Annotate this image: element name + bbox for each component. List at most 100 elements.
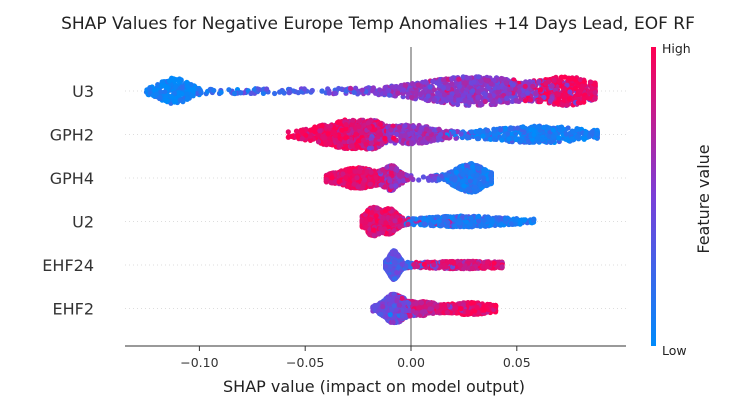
shap-point	[496, 84, 502, 90]
shap-point	[177, 97, 183, 103]
shap-point	[455, 185, 461, 191]
shap-point	[488, 170, 494, 177]
shap-point	[218, 89, 224, 95]
shap-point	[226, 87, 232, 93]
shap-point	[396, 172, 402, 178]
shap-point	[426, 177, 432, 183]
shap-point	[163, 93, 169, 99]
shap-point	[478, 78, 484, 84]
shap-point	[556, 78, 563, 84]
shap-point	[482, 92, 488, 98]
shap-point	[323, 176, 329, 182]
shap-point	[454, 89, 460, 95]
shap-point	[347, 168, 353, 174]
shap-point	[327, 136, 333, 142]
shap-point	[327, 123, 333, 129]
shap-point	[475, 129, 481, 135]
shap-point	[147, 85, 153, 91]
shap-point	[456, 76, 462, 82]
shap-point	[184, 96, 190, 102]
shap-point	[581, 96, 588, 102]
shap-point	[437, 131, 444, 138]
shap-point	[431, 97, 437, 103]
shap-point	[581, 136, 587, 142]
shap-point	[518, 137, 524, 144]
shap-point	[547, 98, 554, 104]
shap-point	[319, 88, 325, 94]
shap-point	[522, 83, 528, 89]
shap-point	[561, 86, 568, 92]
shap-point	[466, 186, 472, 192]
shap-point	[513, 136, 519, 143]
shap-point	[256, 86, 262, 92]
shap-point	[363, 141, 369, 148]
shap-point	[471, 79, 477, 85]
shap-point	[356, 123, 362, 129]
shap-point	[404, 172, 410, 178]
shap-point	[474, 136, 481, 142]
shap-point	[554, 100, 560, 106]
shap-point	[420, 174, 426, 180]
shap-point	[575, 100, 582, 106]
shap-point	[453, 169, 459, 175]
shap-point	[172, 84, 179, 90]
shap-point	[354, 143, 360, 149]
shap-point	[455, 97, 462, 103]
shap-point	[413, 89, 419, 95]
shap-point	[409, 81, 415, 87]
shap-point	[460, 74, 466, 80]
shap-point	[336, 119, 342, 125]
shap-point	[460, 93, 466, 99]
shap-point	[484, 77, 490, 84]
shap-point	[468, 169, 474, 175]
shap-point	[320, 135, 326, 141]
shap-point	[592, 90, 598, 96]
shap-point	[549, 83, 555, 89]
shap-point	[460, 178, 466, 184]
shap-point	[464, 134, 470, 140]
shap-point	[388, 127, 394, 133]
shap-point	[351, 181, 357, 187]
shap-point	[443, 135, 449, 141]
shap-point	[431, 176, 437, 182]
shap-point	[372, 90, 379, 96]
shap-point	[458, 131, 464, 137]
shap-point	[535, 124, 542, 130]
shap-point	[431, 87, 437, 93]
shap-point	[572, 77, 578, 83]
shap-point	[520, 92, 526, 99]
shap-point	[279, 88, 285, 94]
shap-point	[422, 79, 429, 85]
shap-point	[436, 177, 442, 183]
shap-point	[387, 178, 393, 184]
shap-point	[441, 92, 448, 98]
shap-point	[482, 98, 488, 105]
shap-point	[516, 89, 522, 95]
shap-point	[367, 181, 373, 187]
shap-point	[359, 87, 365, 93]
shap-point	[470, 164, 476, 170]
shap-point	[517, 83, 523, 90]
shap-point	[506, 136, 512, 142]
shap-point	[382, 184, 388, 190]
shap-point	[452, 177, 458, 183]
shap-point	[415, 82, 421, 88]
shap-point	[394, 166, 400, 172]
shap-point	[449, 76, 455, 82]
shap-point	[332, 90, 338, 96]
shap-point	[379, 141, 385, 147]
shap-point	[353, 131, 359, 137]
shap-point	[501, 133, 507, 139]
shap-point	[527, 97, 534, 103]
shap-point	[189, 92, 195, 98]
shap-point	[395, 90, 401, 96]
shap-point	[469, 129, 475, 135]
shap-point	[427, 84, 433, 90]
shap-point	[466, 99, 472, 106]
shap-point	[343, 175, 349, 181]
shap-point	[400, 178, 406, 184]
shap-point	[317, 128, 323, 134]
shap-point	[474, 172, 480, 178]
shap-point	[377, 87, 383, 93]
shap-point	[572, 85, 578, 91]
